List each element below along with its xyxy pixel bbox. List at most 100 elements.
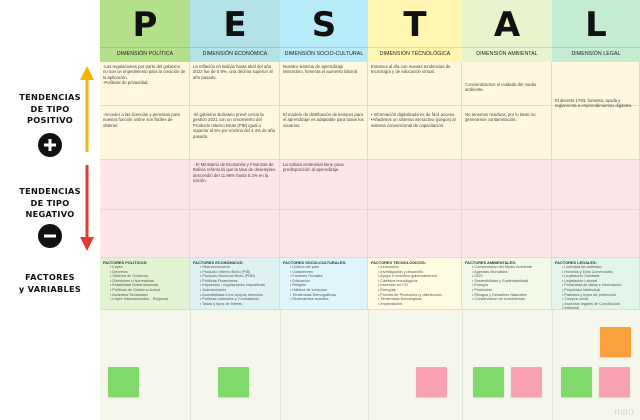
factor-list: • Conservación del Medio Ambiente • Agend… [462,265,551,302]
sticky-note-green[interactable] [561,367,592,397]
factor-list: • Licencias de actividad • Horarios y Día… [552,265,639,310]
factors-environmental[interactable]: FACTORES AMBIENTALES: • Conservación del… [462,258,552,310]
factors-political[interactable]: FACTORES POLÍTICOS: • Leyes • Decretos • S… [100,258,190,310]
factors-tech[interactable]: FACTORES TECNOLÓGICOS: • Innovación • Inv… [368,258,462,310]
factor-item: • Implantación [378,301,402,306]
factor-item: • Políticas Financieras [200,278,238,283]
negative-top-socio[interactable]: La cultura centennial tiene poca predisp… [280,160,368,210]
factor-item: • Formas de Producción y distribución [378,292,442,297]
factor-item: • Producto Interno Bruto (PIB) [200,269,251,274]
sticky-note-green[interactable] [218,367,249,397]
factor-item: • Legislación Sanitaria [562,274,600,279]
factor-item: • Costumbres [290,269,313,274]
negative-top-political[interactable] [100,160,190,210]
factor-item: • Horarios y Días Comerciales [562,269,613,274]
dimension-label: DIMENSIÓN ECONÓMICA [202,51,268,57]
factor-item: • Leyes Internacionales - Regional [110,297,168,302]
positive-top-economic[interactable]: La Inflación en Bolivia hasta abril del … [190,62,280,106]
factor-item: • Tendencias Demográficas [290,292,337,297]
factor-item: • Tasas y tipos de Interés [200,301,243,306]
factor-item: • Cambios tecnológicos [378,278,418,283]
factor-item: • Compra venta [562,297,589,302]
header-socio-cultural[interactable]: S DIMENSIÓN SOCIO-CULTURAL [280,0,368,62]
factor-list: • Macroeconomía • Producto Interno Bruto … [190,265,279,306]
factor-item: • Innovación [378,265,399,269]
factor-item: • Educación [290,278,311,283]
factor-item: • Investigación y desarrollo [378,269,424,274]
factor-item: • Protección [472,287,493,292]
factor-item: • Patentes y leyes de protección [562,292,617,297]
factor-item: • Leyes [110,265,123,269]
negative-top-tech[interactable] [368,160,462,210]
positive-top-socio[interactable]: Nuestro sistema de aprendizaje interacti… [280,62,368,106]
positive-bottom-economic[interactable]: -El gobierno Boliviano prevé cerrar la g… [190,106,280,160]
negative-bottom-socio[interactable] [280,210,368,258]
factor-item: • Impuestos - regulaciones Impositivas [200,283,265,288]
factor-list: • Innovación • Investigación y desarrollo… [368,265,461,306]
factor-item: • Macroeconomía [200,265,230,269]
header-technological[interactable]: T DIMENSIÓN TECNOLÓGICA [368,0,462,62]
factor-item: • Acuerdos Sectoriales [110,292,149,297]
factors-economic[interactable]: FACTORES ECONÓMICOS: • Macroeconomía • Pr… [190,258,280,310]
negative-top-legal[interactable] [552,160,640,210]
factor-item: • Políticas de Gobierno Actual [110,287,161,292]
negative-bottom-legal[interactable] [552,210,640,258]
negative-top-environmental[interactable] [462,160,552,210]
dimension-label: DIMENSIÓN AMBIENTAL [476,51,538,57]
negative-bottom-political[interactable] [100,210,190,258]
positive-bottom-environmental[interactable]: No tenemos residuos, por lo tanto no gen… [462,106,552,160]
negative-bottom-tech[interactable] [368,210,462,258]
factor-item: • Licencias de actividad [562,265,602,269]
factor-item: • Subvenciones [200,287,227,292]
positive-row-label: TENDENCIAS DE TIPO POSITIVO [19,92,81,125]
factor-item: • Legislación Laboral [562,278,598,283]
factor-item: • Producto Nacional Bruto (PNB) [200,274,255,279]
header-political[interactable]: P DIMENSIÓN POLÍTICA [100,0,190,62]
factor-item: • ODS [472,274,483,279]
factors-legal[interactable]: FACTORES LEGALES: • Licencias de activid… [552,258,640,310]
positive-bottom-tech[interactable]: • Información digitalizada es de fácil a… [368,106,462,160]
header-legal[interactable]: L DIMENSIÓN LEGAL [552,0,640,62]
factor-item: • Apoyo e incentivo gubernamental [378,274,437,279]
negative-bottom-economic[interactable] [190,210,280,258]
factor-item: • Estabilidad Gubernamental [110,283,159,288]
header-economic[interactable]: E DIMENSIÓN ECONÓMICA [190,0,280,62]
negative-top-economic[interactable]: - El Ministerio de Economía y Finanzas d… [190,160,280,210]
positive-bottom-political[interactable]: -Acceder a las licencias y permisos para… [100,106,190,160]
factor-item: • Sostenibilidad y Sustentabilidad [472,278,528,283]
positive-bottom-legal[interactable]: El decreto 1793, fomenta, ayuda y reglam… [552,92,640,160]
positive-top-environmental[interactable]: Concientizamos el cuidado del medio ambi… [462,62,552,106]
sticky-note-pink[interactable] [416,367,447,397]
sticky-note-green[interactable] [473,367,504,397]
letter-l: L [585,5,607,45]
sticky-note-pink[interactable] [511,367,542,397]
factor-item: • Decretos [110,269,128,274]
factor-list: • Leyes • Decretos • Sistema de Gobierno • … [100,265,189,302]
dimension-label: DIMENSIÓN POLÍTICA [116,51,174,57]
negative-bottom-environmental[interactable] [462,210,552,258]
header-environmental[interactable]: A DIMENSIÓN AMBIENTAL [462,0,552,62]
positive-top-tech[interactable]: Estamos al día con nuevas tendencias de … [368,62,462,106]
sticky-note-green[interactable] [108,367,139,397]
factor-item: • Cultura del país [290,265,319,269]
factor-item: • Accesibilidad a los apoyos inversión [200,292,263,297]
factor-item: • Aspectos legales de Constitución Comer… [562,301,621,310]
factors-socio[interactable]: FACTORES SOCIO-CULTURALES: • Cultura del… [280,258,368,310]
up-arrow-icon [80,66,94,154]
dimension-label: DIMENSIÓN SOCIO-CULTURAL [284,51,364,57]
dimension-label: DIMENSIÓN LEGAL [571,51,621,57]
factor-item: • Religión [290,283,307,288]
letter-a: A [493,5,521,45]
sticky-note-pink[interactable] [599,367,630,397]
sticky-note-orange[interactable] [600,327,631,357]
factor-item: • Inversión en I+D [378,283,409,288]
factor-item: • Tendencias tecnológicas [378,297,422,302]
positive-top-political[interactable]: -Las regulaciones por parte del gobierno… [100,62,190,106]
factor-item: • Agendas Mundiales [472,269,508,274]
sticky-area [100,310,640,420]
plus-icon [38,133,62,157]
factor-item: • Factores Sociales [290,274,323,279]
positive-section [100,62,640,160]
positive-bottom-socio[interactable]: El modelo de distribución de tiempos par… [280,106,368,160]
factor-item: • Movimientos sociales [290,297,329,302]
